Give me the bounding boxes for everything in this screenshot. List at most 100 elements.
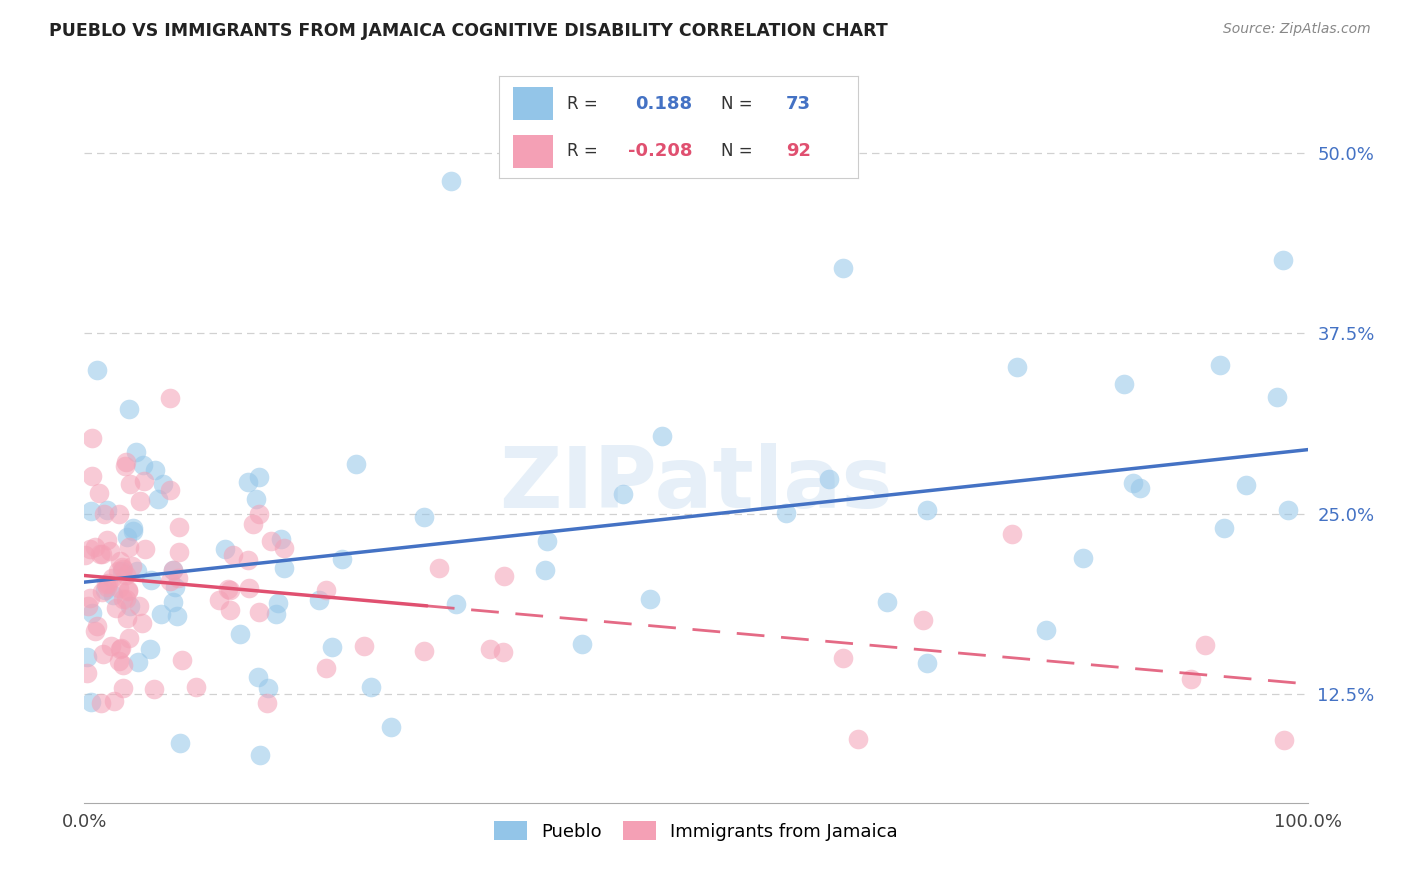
Point — [76, 665, 98, 680]
Point — [1073, 551, 1095, 566]
Point — [640, 592, 662, 607]
Point — [1213, 521, 1236, 535]
Point — [360, 680, 382, 694]
Point — [110, 641, 132, 656]
Point — [1129, 481, 1152, 495]
Point — [651, 429, 673, 443]
Point — [111, 559, 134, 574]
Point — [79, 591, 101, 606]
Point — [132, 475, 155, 489]
Point — [73, 548, 96, 562]
Text: N =: N = — [721, 142, 754, 160]
Point — [111, 591, 134, 606]
Point — [142, 682, 165, 697]
Point — [315, 661, 337, 675]
Point — [1001, 527, 1024, 541]
Text: Source: ZipAtlas.com: Source: ZipAtlas.com — [1223, 22, 1371, 37]
Point — [114, 459, 136, 474]
Text: PUEBLO VS IMMIGRANTS FROM JAMAICA COGNITIVE DISABILITY CORRELATION CHART: PUEBLO VS IMMIGRANTS FROM JAMAICA COGNIT… — [49, 22, 889, 40]
Text: 0.188: 0.188 — [636, 95, 693, 112]
Point — [536, 534, 558, 549]
Point — [256, 696, 278, 710]
Point — [110, 641, 132, 656]
Point — [236, 553, 259, 567]
Point — [143, 463, 166, 477]
Point — [118, 631, 141, 645]
Point — [846, 731, 869, 746]
Point — [80, 695, 103, 709]
Point — [76, 650, 98, 665]
Point — [89, 547, 111, 561]
Point — [96, 533, 118, 547]
Point — [247, 670, 270, 684]
Point — [818, 472, 841, 486]
Point — [1236, 478, 1258, 492]
Point — [1005, 359, 1028, 374]
Text: R =: R = — [567, 95, 598, 112]
Point — [217, 582, 239, 596]
Point — [162, 594, 184, 608]
Point — [159, 483, 181, 497]
Point — [128, 599, 150, 614]
Point — [120, 476, 142, 491]
Point — [165, 580, 187, 594]
Point — [115, 568, 138, 582]
Point — [80, 606, 103, 620]
Point — [101, 588, 124, 602]
Point — [100, 639, 122, 653]
Point — [122, 521, 145, 535]
Point — [249, 507, 271, 521]
Point — [152, 477, 174, 491]
Point — [125, 564, 148, 578]
Point — [117, 582, 139, 597]
Point — [1277, 503, 1299, 517]
Point — [427, 560, 450, 574]
Point — [1265, 390, 1288, 404]
Point — [222, 548, 245, 562]
Text: N =: N = — [721, 95, 754, 112]
Point — [149, 607, 172, 621]
Point — [479, 642, 502, 657]
Point — [169, 736, 191, 750]
Point — [90, 585, 112, 599]
Point — [98, 544, 121, 558]
Point — [117, 530, 139, 544]
Point — [139, 642, 162, 657]
Point — [167, 571, 190, 585]
Point — [446, 597, 468, 611]
Point — [82, 469, 104, 483]
Point — [1209, 358, 1232, 372]
Point — [132, 458, 155, 473]
Point — [775, 506, 797, 520]
Point — [912, 613, 935, 627]
Point — [208, 592, 231, 607]
Point — [315, 583, 337, 598]
Text: ZIPatlas: ZIPatlas — [499, 443, 893, 526]
Point — [412, 644, 434, 658]
Point — [111, 564, 134, 578]
Point — [114, 592, 136, 607]
Point — [247, 470, 270, 484]
Text: R =: R = — [567, 142, 598, 160]
Point — [266, 596, 288, 610]
Point — [159, 391, 181, 405]
Point — [122, 524, 145, 538]
Point — [117, 402, 139, 417]
Point — [120, 599, 142, 613]
Point — [330, 551, 353, 566]
Point — [273, 561, 295, 575]
Point — [266, 607, 288, 622]
Point — [121, 558, 143, 573]
Point — [492, 569, 515, 583]
Point — [228, 627, 250, 641]
Point — [111, 681, 134, 696]
Point — [1035, 623, 1057, 637]
Point — [115, 455, 138, 469]
Point — [1272, 252, 1295, 267]
Legend: Pueblo, Immigrants from Jamaica: Pueblo, Immigrants from Jamaica — [486, 814, 905, 848]
Point — [245, 491, 267, 506]
Text: -0.208: -0.208 — [628, 142, 693, 160]
Point — [1194, 638, 1216, 652]
Point — [83, 540, 105, 554]
Point — [167, 545, 190, 559]
